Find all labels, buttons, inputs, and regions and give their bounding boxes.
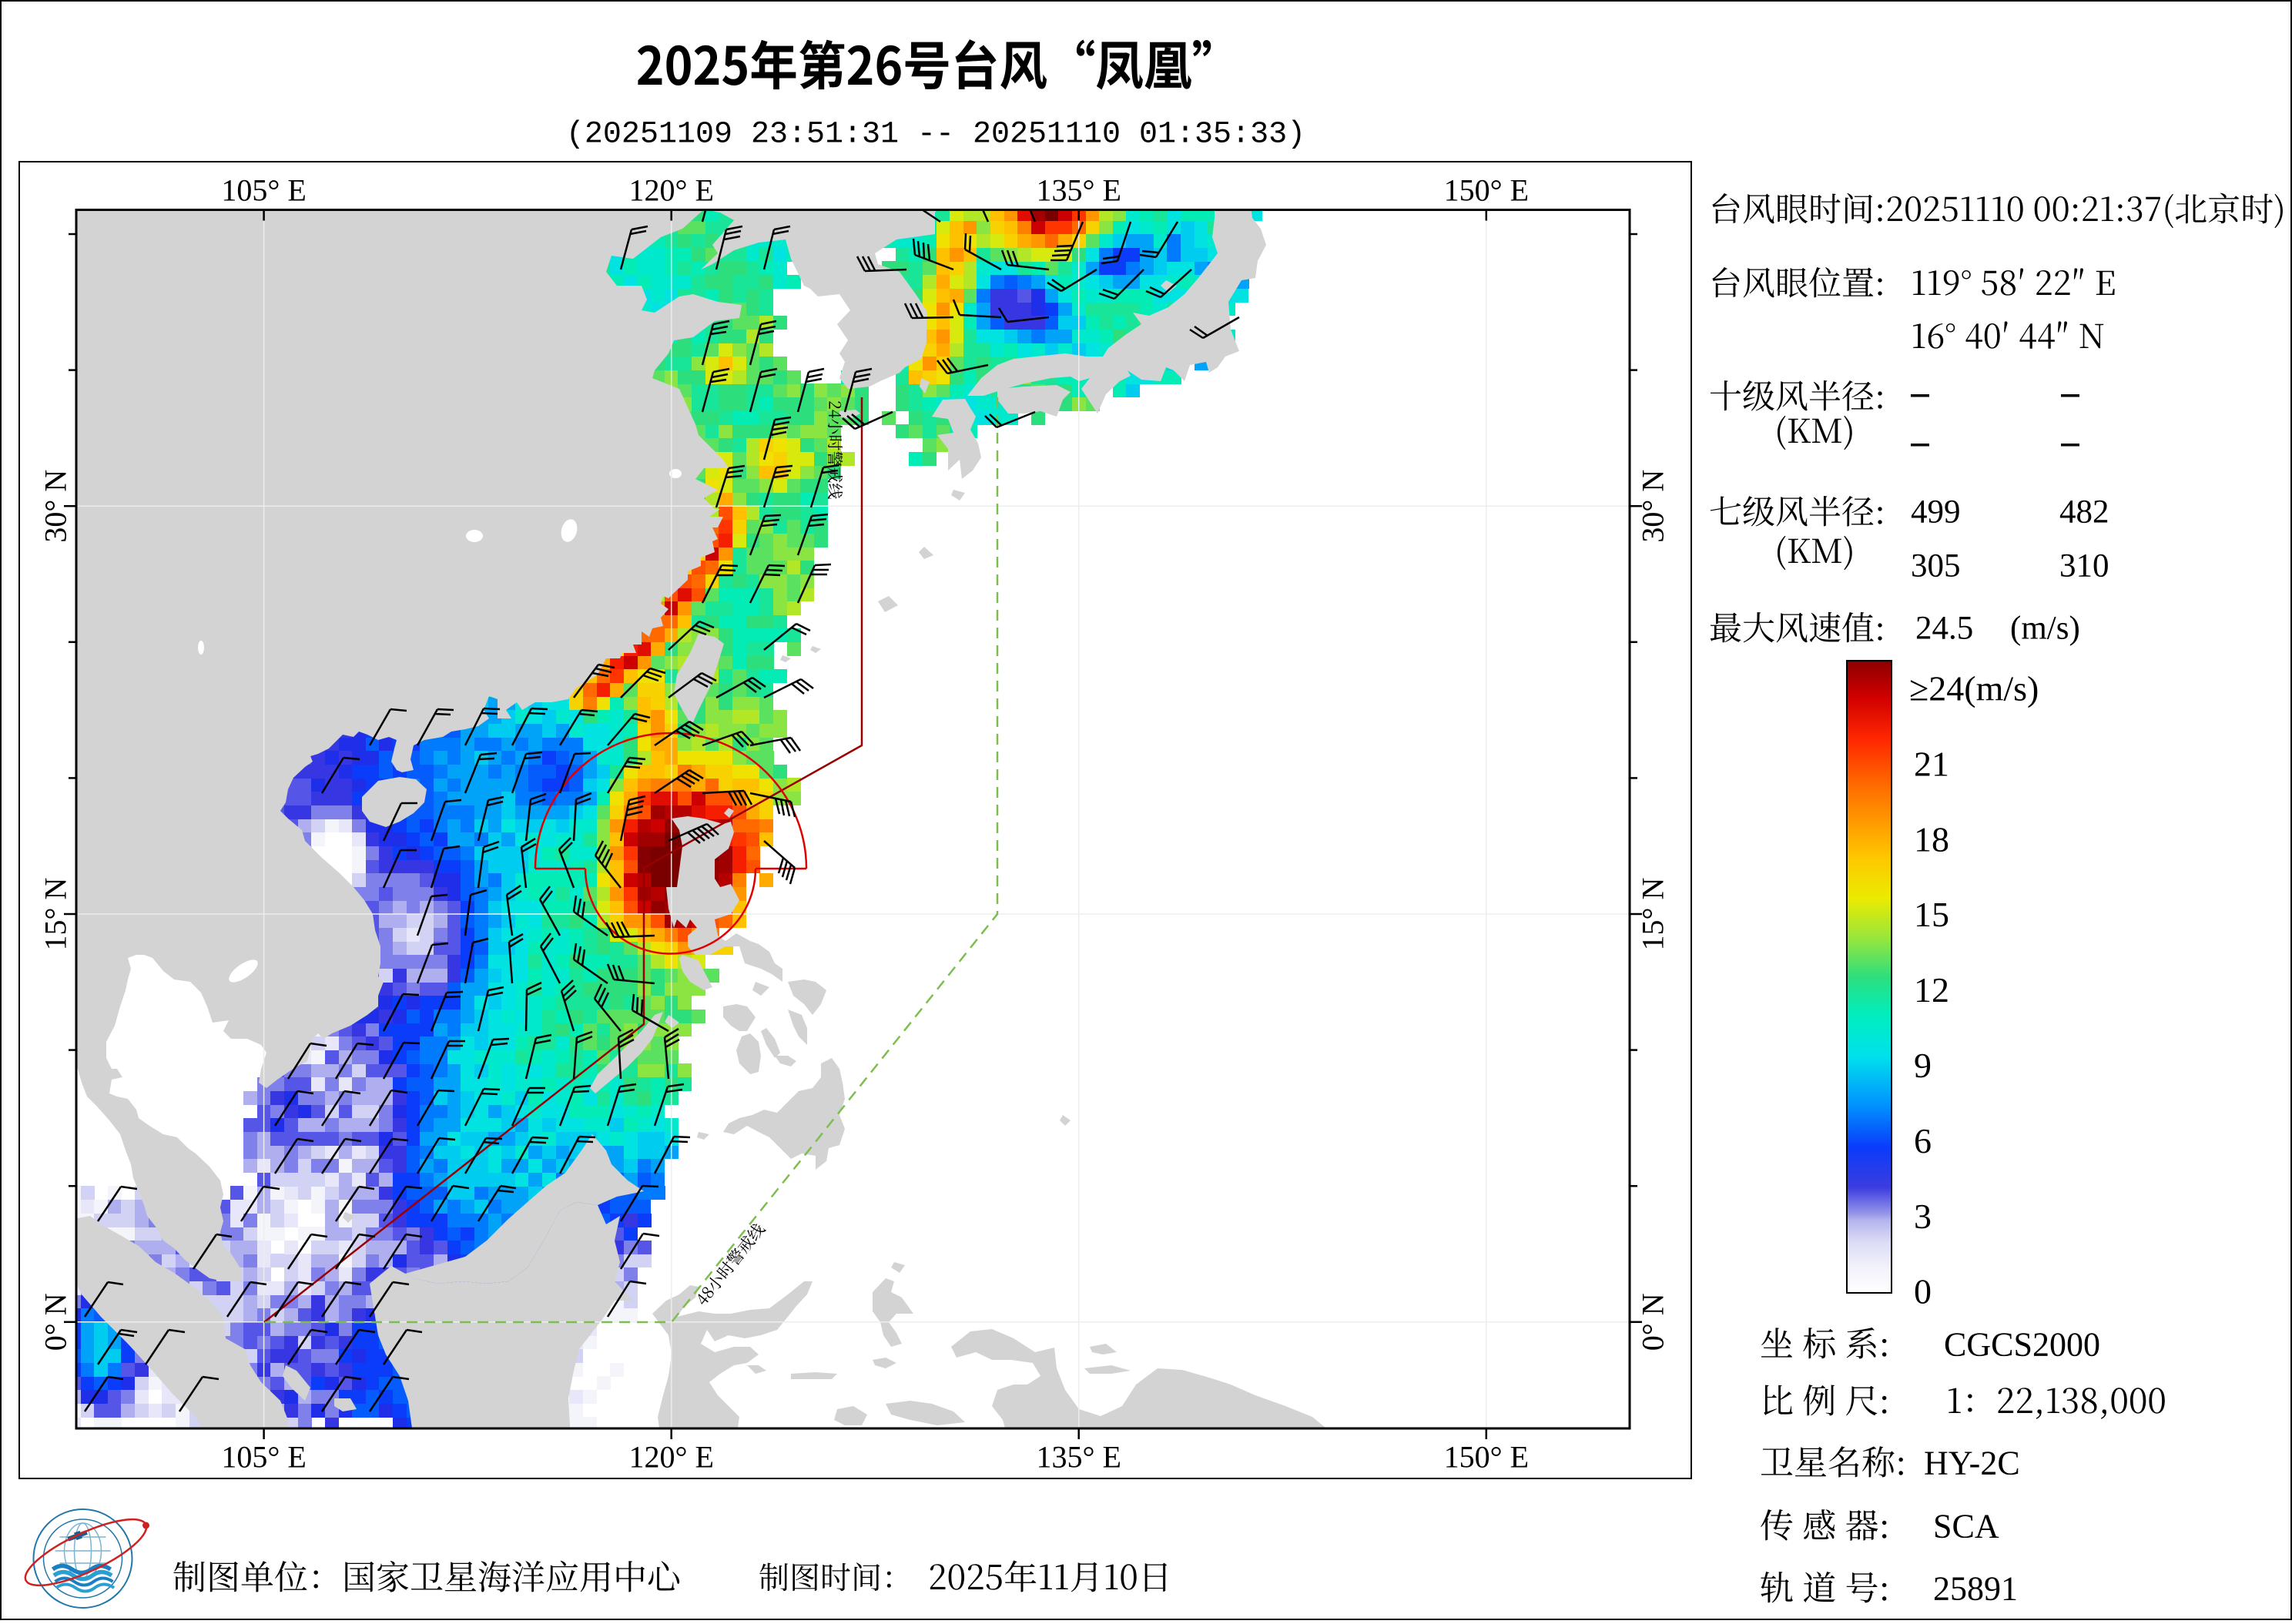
svg-text:305: 305 <box>1911 548 1961 584</box>
svg-text:25891: 25891 <box>1933 1570 2018 1608</box>
svg-text:18: 18 <box>1914 819 1949 859</box>
svg-text:15: 15 <box>1914 895 1949 934</box>
svg-text:482: 482 <box>2059 494 2109 531</box>
svg-text:≥24(m/s): ≥24(m/s) <box>1909 669 2039 708</box>
svg-text:135° E: 135° E <box>1036 1440 1121 1475</box>
svg-text:(m/s): (m/s) <box>2010 611 2080 647</box>
svg-text:HY-2C: HY-2C <box>1924 1445 2020 1482</box>
svg-text:105° E: 105° E <box>221 1440 306 1475</box>
svg-text:120° E: 120° E <box>628 1440 713 1475</box>
svg-text:0° N: 0° N <box>1636 1293 1670 1351</box>
svg-text:0: 0 <box>1914 1272 1932 1311</box>
svg-text:15° N: 15° N <box>39 878 73 951</box>
svg-text:6: 6 <box>1914 1121 1932 1160</box>
svg-text:24.5: 24.5 <box>1915 611 1973 647</box>
svg-text:(20251109 23:51:31 -- 20251110: (20251109 23:51:31 -- 20251110 01:35:33) <box>566 118 1305 152</box>
svg-text:21: 21 <box>1914 744 1949 783</box>
svg-text:499: 499 <box>1911 494 1961 531</box>
svg-text:105° E: 105° E <box>221 173 306 208</box>
svg-text:150° E: 150° E <box>1444 1440 1529 1475</box>
svg-text:120° E: 120° E <box>628 173 713 208</box>
svg-text:CGCS2000: CGCS2000 <box>1944 1326 2100 1364</box>
svg-text:15° N: 15° N <box>1636 878 1670 951</box>
svg-text:12: 12 <box>1914 970 1949 1010</box>
svg-text:30° N: 30° N <box>1636 470 1670 543</box>
svg-text:9: 9 <box>1914 1046 1932 1085</box>
svg-text:0° N: 0° N <box>39 1293 73 1351</box>
svg-text:3: 3 <box>1914 1197 1932 1236</box>
svg-text:310: 310 <box>2059 548 2109 584</box>
svg-text:SCA: SCA <box>1933 1508 1999 1545</box>
svg-text:150° E: 150° E <box>1444 173 1529 208</box>
svg-text:30° N: 30° N <box>39 470 73 543</box>
svg-text:135° E: 135° E <box>1036 173 1121 208</box>
